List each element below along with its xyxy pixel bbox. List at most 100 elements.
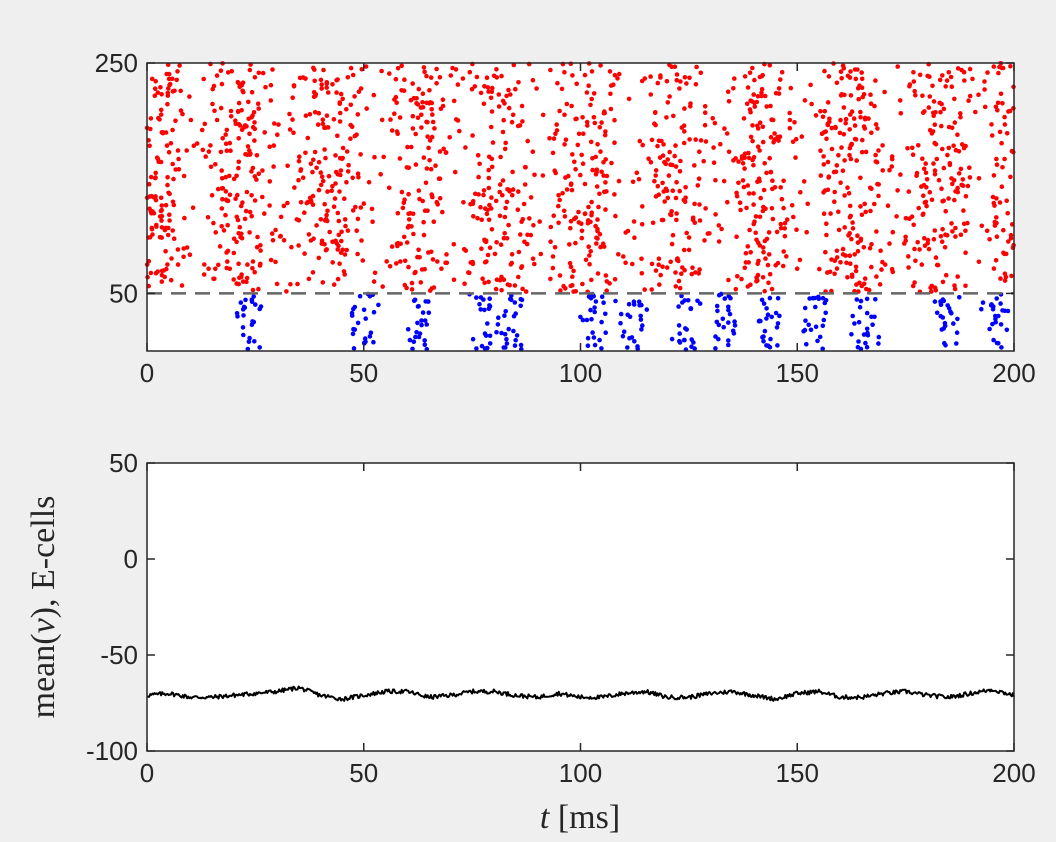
e-spike-dot xyxy=(567,242,572,247)
e-spike-dot xyxy=(653,168,659,173)
e-spike-dot xyxy=(719,226,724,232)
e-spike-dot xyxy=(401,234,407,240)
e-spike-dot xyxy=(887,167,892,173)
e-spike-dot xyxy=(500,178,506,183)
e-spike-dot xyxy=(310,193,316,199)
e-spike-dot xyxy=(603,180,608,185)
i-spike-dot xyxy=(980,300,986,305)
e-spike-dot xyxy=(794,266,800,272)
e-spike-dot xyxy=(208,164,214,170)
e-spike-dot xyxy=(219,186,225,191)
i-spike-dot xyxy=(357,293,363,299)
e-spike-dot xyxy=(256,70,262,76)
e-spike-dot xyxy=(335,77,340,82)
e-spike-dot xyxy=(761,249,766,255)
e-spike-dot xyxy=(563,137,569,142)
e-spike-dot xyxy=(153,79,158,84)
e-spike-dot xyxy=(961,69,967,75)
e-spike-dot xyxy=(513,86,518,92)
e-spike-dot xyxy=(184,148,189,153)
e-spike-dot xyxy=(387,264,393,269)
e-spike-dot xyxy=(291,84,297,89)
e-spike-dot xyxy=(481,188,487,193)
e-spike-dot xyxy=(156,115,161,121)
e-spike-dot xyxy=(921,166,927,172)
e-spike-dot xyxy=(953,234,958,239)
e-spike-dot xyxy=(561,208,567,214)
e-spike-dot xyxy=(906,254,911,259)
e-spike-dot xyxy=(779,196,785,202)
e-spike-dot xyxy=(648,74,653,79)
e-spike-dot xyxy=(352,133,358,139)
e-spike-dot xyxy=(705,231,711,236)
e-spike-dot xyxy=(470,133,475,138)
e-spike-dot xyxy=(736,159,741,164)
e-spike-dot xyxy=(1002,251,1007,257)
e-spike-dot xyxy=(337,189,342,194)
e-spike-dot xyxy=(879,267,884,272)
e-spike-dot xyxy=(256,286,261,292)
e-spike-dot xyxy=(481,192,486,198)
e-spike-dot xyxy=(866,287,872,293)
e-spike-dot xyxy=(664,78,670,84)
e-spike-dot xyxy=(430,257,436,262)
e-spike-dot xyxy=(939,239,945,244)
e-spike-dot xyxy=(989,122,994,127)
e-spike-dot xyxy=(332,196,338,201)
i-spike-dot xyxy=(620,333,626,339)
e-spike-dot xyxy=(958,111,963,116)
e-spike-dot xyxy=(694,64,699,70)
e-spike-dot xyxy=(687,75,692,81)
e-spike-dot xyxy=(527,216,532,221)
e-spike-dot xyxy=(576,131,582,137)
i-spike-dot xyxy=(241,304,247,310)
i-spike-dot xyxy=(803,318,808,324)
e-spike-dot xyxy=(216,262,221,268)
e-spike-dot xyxy=(168,141,174,146)
i-spike-dot xyxy=(716,322,722,328)
e-spike-dot xyxy=(676,278,682,284)
i-spike-dot xyxy=(726,307,731,313)
e-spike-dot xyxy=(941,106,947,112)
e-spike-dot xyxy=(955,132,960,137)
e-spike-dot xyxy=(231,236,237,241)
i-spike-dot xyxy=(994,340,1000,346)
e-spike-dot xyxy=(247,209,253,215)
e-spike-dot xyxy=(263,84,268,90)
e-spike-dot xyxy=(448,73,454,78)
i-spike-dot xyxy=(618,320,623,326)
e-spike-dot xyxy=(528,195,534,200)
e-spike-dot xyxy=(165,232,171,238)
e-spike-dot xyxy=(703,139,709,144)
e-spike-dot xyxy=(506,105,512,111)
e-spike-dot xyxy=(579,228,585,234)
e-spike-dot xyxy=(656,262,661,268)
e-spike-dot xyxy=(843,116,849,122)
e-spike-dot xyxy=(876,148,881,153)
e-spike-dot xyxy=(793,136,799,142)
e-spike-dot xyxy=(673,284,679,289)
e-spike-dot xyxy=(427,101,432,106)
i-spike-dot xyxy=(637,303,642,308)
e-spike-dot xyxy=(664,265,670,270)
e-spike-dot xyxy=(426,145,431,151)
e-spike-dot xyxy=(770,178,775,183)
i-spike-dot xyxy=(361,307,367,313)
e-spike-dot xyxy=(212,276,217,282)
e-spike-dot xyxy=(782,220,788,226)
e-spike-dot xyxy=(949,176,954,181)
e-spike-dot xyxy=(690,265,695,271)
e-spike-dot xyxy=(997,129,1003,135)
e-spike-dot xyxy=(678,79,683,84)
i-spike-dot xyxy=(419,318,424,323)
e-spike-dot xyxy=(415,115,421,121)
i-spike-dot xyxy=(775,321,781,326)
e-spike-dot xyxy=(634,170,640,176)
i-spike-dot xyxy=(638,313,643,319)
e-spike-dot xyxy=(581,131,586,136)
e-spike-dot xyxy=(845,185,850,190)
e-spike-dot xyxy=(422,69,427,75)
e-spike-dot xyxy=(652,178,657,184)
e-spike-dot xyxy=(201,76,206,82)
e-spike-dot xyxy=(741,116,747,121)
